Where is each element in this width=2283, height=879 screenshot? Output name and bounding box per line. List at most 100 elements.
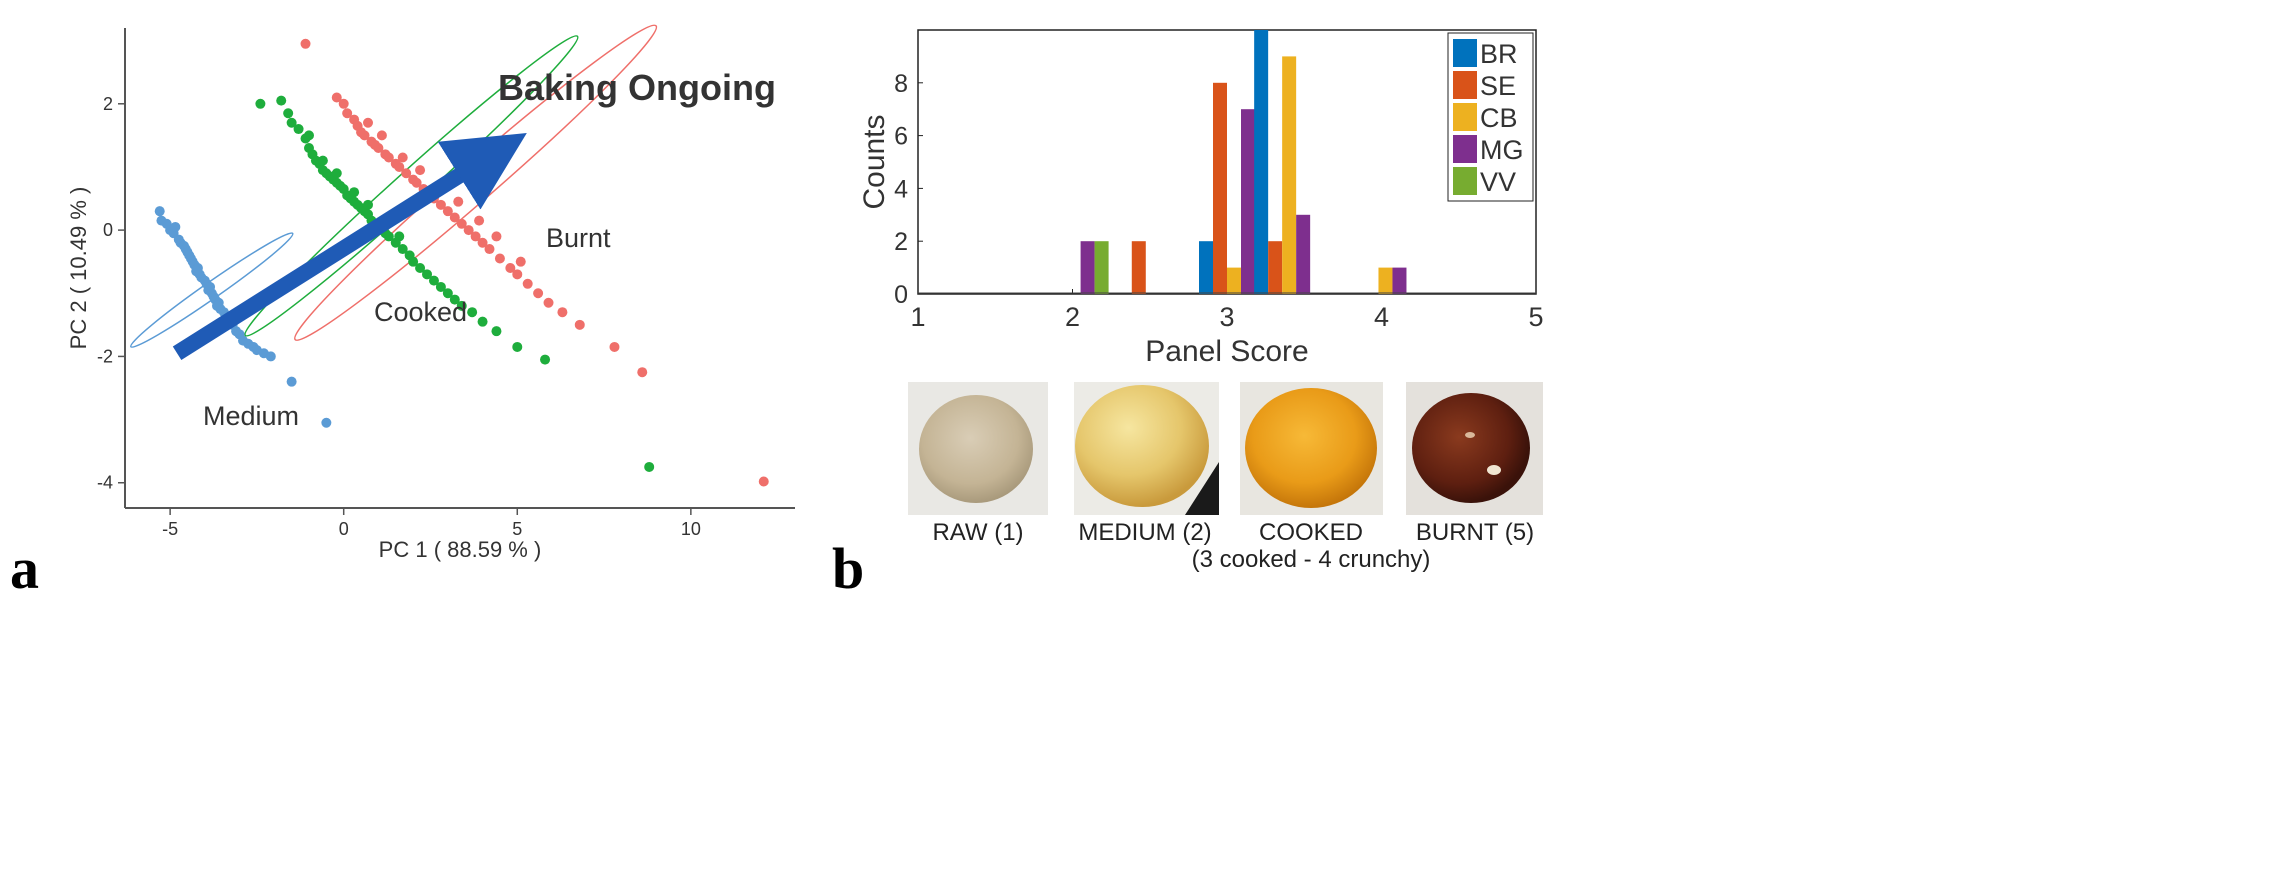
legend-label: BR: [1480, 39, 1518, 69]
x-tick-label: 2: [1065, 302, 1080, 332]
x-tick-label: 0: [339, 519, 349, 539]
medium-point: [184, 250, 195, 261]
mg-bar: [1296, 214, 1311, 294]
cooked-ball-icon: [1245, 388, 1377, 508]
y-tick-label: 2: [894, 228, 908, 256]
se-bar: [1213, 82, 1227, 294]
burnt-point: [376, 130, 387, 141]
burnt-point: [456, 218, 467, 229]
burnt-point: [411, 177, 422, 188]
raw-caption: RAW (1): [932, 519, 1023, 546]
burnt-point: [484, 244, 495, 255]
legend-swatch: [1453, 167, 1477, 195]
cooked-series-label: Cooked: [374, 297, 467, 327]
cooked-ball-photo: [1240, 382, 1383, 515]
cooked-point: [255, 98, 266, 109]
x-tick-label: 4: [1374, 302, 1389, 332]
pca-scatter-chart: -5 0 5 10 -4 -2 0 2 Baking Ongoing Medium Cooke…: [66, 24, 795, 562]
medium-series-label: Medium: [203, 401, 299, 431]
vv-bar: [1094, 241, 1109, 294]
burnt-point: [394, 161, 405, 172]
legend-label: CB: [1480, 103, 1518, 133]
y-tick-label: 4: [894, 175, 908, 203]
cooked-point: [540, 354, 551, 365]
b-ticks: 1 2 3 4 5 0 2 4 6 8: [894, 70, 1543, 332]
burnt-point: [453, 196, 464, 207]
cooked-point: [428, 275, 439, 286]
cooked-point: [477, 316, 488, 327]
y-tick-label: 6: [894, 123, 908, 151]
y-tick-label: -2: [97, 346, 113, 366]
medium-baked-ball-icon: [1075, 385, 1209, 507]
cooked-point: [442, 288, 453, 299]
burnt-point: [415, 165, 426, 176]
cooked-point: [394, 231, 405, 242]
burnt-caption: BURNT (5): [1416, 519, 1534, 546]
hist-x-axis-label: Panel Score: [1145, 335, 1308, 368]
medium-point: [154, 206, 165, 217]
burnt-point: [494, 253, 505, 264]
legend-swatch: [1453, 135, 1477, 163]
burnt-point: [449, 212, 460, 223]
medium-baked-ball-photo: [1074, 382, 1219, 515]
cooked-point: [317, 155, 328, 166]
mg-bar: [1241, 109, 1255, 294]
x-tick-label: 3: [1219, 302, 1234, 332]
medium-point: [170, 221, 181, 232]
burnt-spot-2: [1465, 432, 1475, 438]
legend-label: MG: [1480, 135, 1524, 165]
burnt-point: [533, 288, 544, 299]
burnt-point: [574, 319, 585, 330]
y-tick-label: 0: [894, 281, 908, 309]
raw-dough-ball-photo: [908, 382, 1048, 515]
burnt-point: [401, 168, 412, 179]
legend-swatch: [1453, 103, 1477, 131]
cooked-point: [303, 130, 314, 141]
burnt-ball-photo: [1406, 382, 1543, 515]
medium-caption: MEDIUM (2): [1078, 519, 1211, 546]
br-bar: [1254, 30, 1269, 294]
cooked-point: [397, 244, 408, 255]
x-tick-label: -5: [162, 519, 178, 539]
burnt-point: [609, 341, 620, 352]
x-tick-label: 1: [910, 302, 925, 332]
cooked-point: [283, 108, 294, 119]
cooked-point: [408, 256, 419, 267]
legend-label: VV: [1480, 167, 1516, 197]
y-tick-label: 0: [103, 220, 113, 240]
burnt-point: [491, 231, 502, 242]
burnt-point: [331, 92, 342, 103]
cooked-point: [331, 168, 342, 179]
burnt-spot: [1487, 465, 1501, 475]
a-ticks: -5 0 5 10 -4 -2 0 2: [97, 94, 701, 539]
x-tick-label: 5: [512, 519, 522, 539]
x-tick-label: 5: [1528, 302, 1543, 332]
panel-label-b: b: [832, 536, 864, 601]
burnt-point: [397, 152, 408, 163]
cooked-point: [422, 269, 433, 280]
medium-point: [286, 376, 297, 387]
burnt-point: [557, 307, 568, 318]
medium-point: [191, 266, 202, 277]
medium-point: [321, 417, 332, 428]
legend-swatch: [1453, 71, 1477, 99]
br-bar: [1199, 241, 1213, 294]
burnt-point: [505, 263, 516, 273]
cooked-point: [276, 95, 287, 106]
burnt-point: [543, 297, 554, 308]
cb-bar: [1282, 56, 1297, 295]
cooked-point: [491, 326, 502, 337]
cb-bar: [1378, 267, 1393, 294]
panel-label-a: a: [10, 536, 39, 601]
cooked-point: [512, 341, 523, 352]
pca-y-axis-label: PC 2 ( 10.49 % ): [66, 187, 91, 350]
cooked-point: [456, 300, 467, 311]
mg-bar: [1392, 267, 1407, 294]
cooked-point: [435, 281, 446, 292]
pca-x-axis-label: PC 1 ( 88.59 % ): [379, 537, 542, 562]
burnt-point: [383, 152, 394, 163]
y-tick-label: 2: [103, 94, 113, 114]
burnt-point: [474, 215, 485, 226]
